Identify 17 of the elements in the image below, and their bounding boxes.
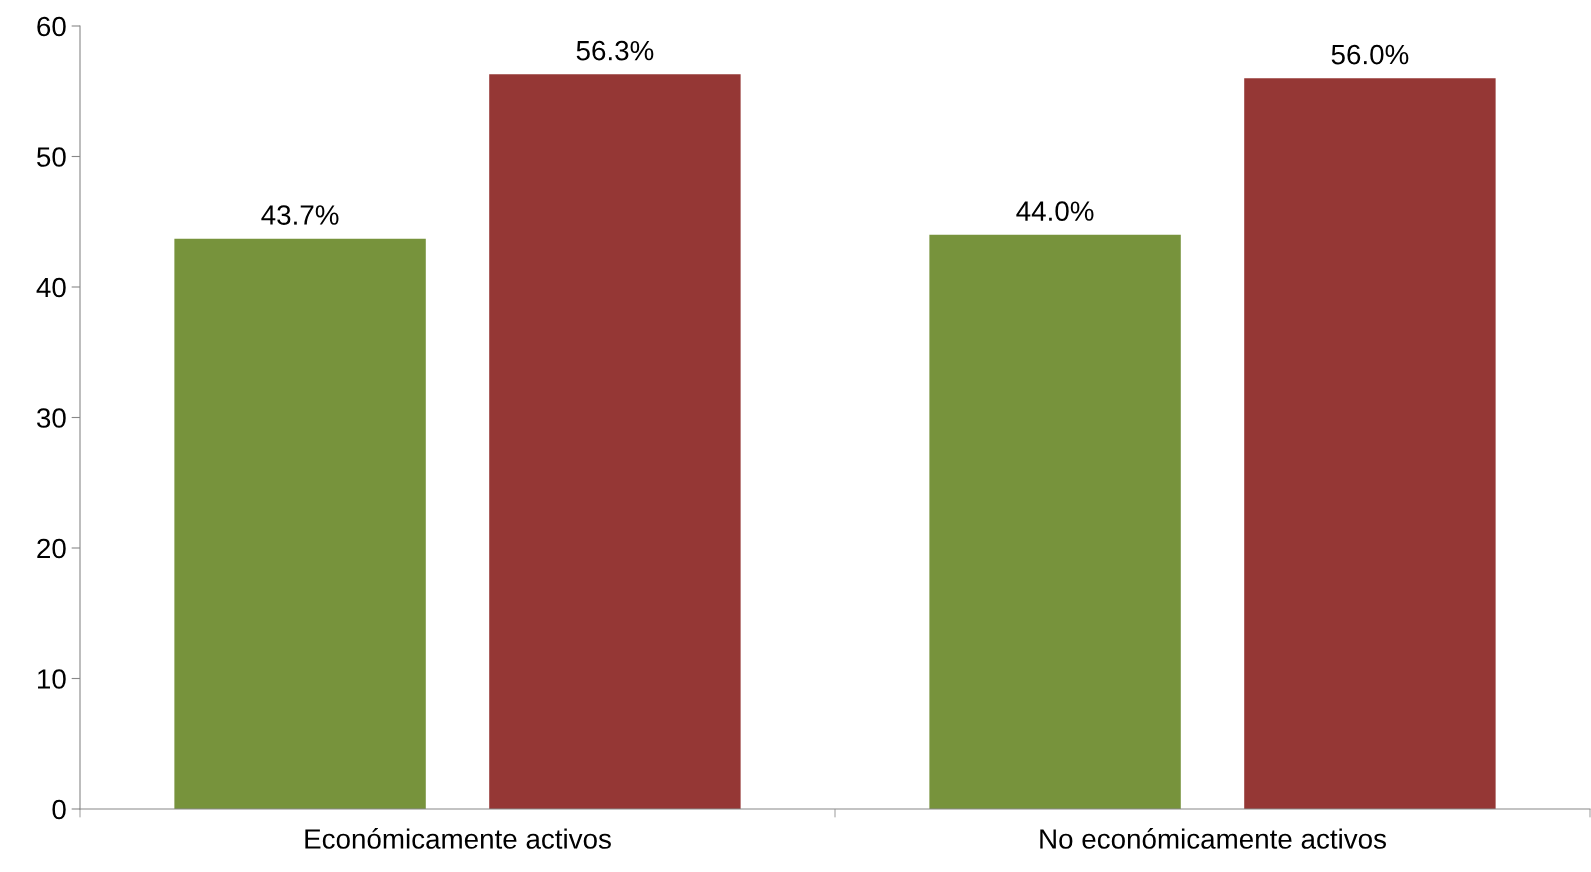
bar (489, 74, 741, 809)
data-label: 43.7% (261, 205, 339, 225)
y-tick-label: 10 (38, 669, 66, 689)
data-label: 56.3% (576, 40, 654, 61)
y-tick-label: 30 (36, 408, 66, 428)
bar (929, 234, 1181, 809)
y-tick-label: 50 (37, 147, 66, 167)
data-label: 44.0% (1016, 201, 1094, 221)
x-tick-label: Económicamente activos (305, 828, 611, 849)
data-label: 56.0% (1331, 44, 1409, 65)
bar (1244, 78, 1496, 809)
x-tick-label: No económicamente activos (1040, 828, 1386, 849)
y-tick-label: 0 (52, 799, 66, 820)
y-tick-label: 20 (37, 538, 66, 559)
y-tick-label: 40 (36, 277, 66, 298)
bar (174, 238, 426, 809)
y-tick-label: 60 (37, 16, 66, 37)
